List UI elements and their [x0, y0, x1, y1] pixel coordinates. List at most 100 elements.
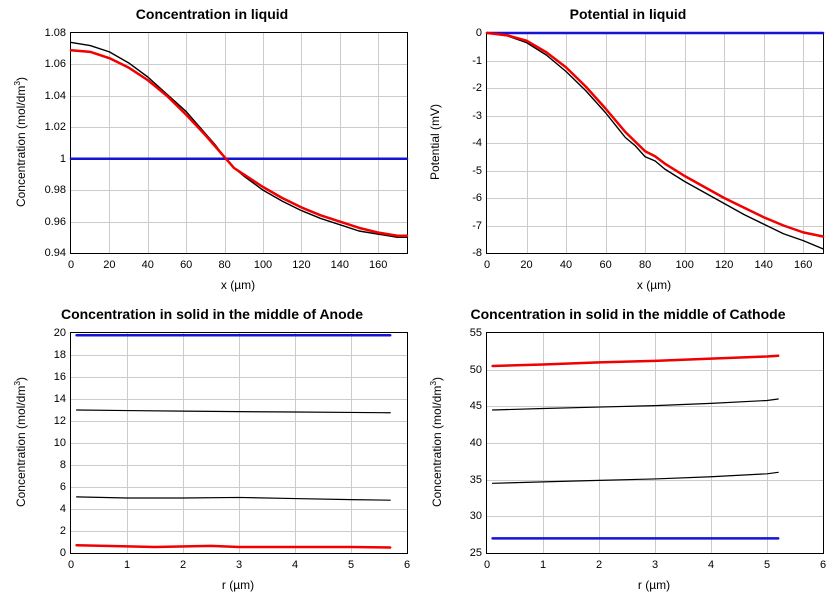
- x-tick-label: 120: [715, 259, 733, 271]
- x-tick-label: 4: [708, 559, 714, 571]
- y-tick-label: 6: [60, 481, 71, 493]
- y-tick-label: 18: [54, 349, 71, 361]
- y-tick-label: 8: [60, 459, 71, 471]
- x-tick-label: 40: [560, 259, 572, 271]
- chart-title: Potential in liquid: [424, 6, 832, 22]
- x-tick-label: 3: [652, 559, 658, 571]
- y-tick-label: 2: [60, 525, 71, 537]
- y-tick-label: 35: [470, 474, 487, 486]
- x-tick-label: 6: [820, 559, 826, 571]
- y-tick-label: 50: [470, 364, 487, 376]
- chart-grid: Concentration in liquid Concentration (mo…: [0, 0, 840, 600]
- y-tick-label: 0: [60, 547, 71, 559]
- y-tick-label: 1.04: [45, 90, 71, 102]
- panel-conc-liquid: Concentration in liquid Concentration (mo…: [8, 6, 416, 292]
- x-tick-label: 4: [292, 559, 298, 571]
- y-tick-label: -2: [472, 82, 487, 94]
- y-tick-label: -8: [472, 247, 487, 259]
- panel-potential-liquid: Potential in liquid Potential (mV) x (µm) 0…: [424, 6, 832, 292]
- x-tick-label: 80: [639, 259, 651, 271]
- x-tick-label: 1: [540, 559, 546, 571]
- y-tick-label: 55: [470, 327, 487, 339]
- y-tick-label: -4: [472, 137, 487, 149]
- y-tick-label: 0.98: [45, 184, 71, 196]
- series-layer: [71, 33, 407, 253]
- x-tick-label: 100: [254, 259, 272, 271]
- x-tick-label: 60: [599, 259, 611, 271]
- y-tick-label: 30: [470, 510, 487, 522]
- chart-title: Concentration in solid in the middle of …: [424, 306, 832, 322]
- x-tick-label: 2: [596, 559, 602, 571]
- y-tick-label: 16: [54, 371, 71, 383]
- x-tick-label: 0: [68, 259, 74, 271]
- x-tick-label: 5: [348, 559, 354, 571]
- series-line: [77, 410, 391, 413]
- y-tick-label: 14: [54, 393, 71, 405]
- series-layer: [487, 33, 823, 253]
- x-tick-label: 160: [369, 259, 387, 271]
- x-axis-label: x (µm): [486, 278, 822, 292]
- x-tick-label: 120: [292, 259, 310, 271]
- y-tick-label: 45: [470, 400, 487, 412]
- y-axis-label: Concentration (mol/dm3): [428, 377, 444, 507]
- x-tick-label: 40: [142, 259, 154, 271]
- y-tick-label: 1: [60, 153, 71, 165]
- x-tick-label: 2: [180, 559, 186, 571]
- series-line: [71, 50, 407, 235]
- y-tick-label: 0: [476, 27, 487, 39]
- plot-area: 020406080100120140160-8-7-6-5-4-3-2-10: [486, 32, 824, 254]
- x-tick-label: 140: [331, 259, 349, 271]
- series-layer: [487, 333, 823, 553]
- y-axis-label: Potential (mV): [428, 104, 442, 180]
- x-tick-label: 5: [764, 559, 770, 571]
- panel-conc-cathode: Concentration in solid in the middle of …: [424, 306, 832, 592]
- series-layer: [71, 333, 407, 553]
- chart-title: Concentration in solid in the middle of …: [8, 306, 416, 322]
- series-line: [493, 399, 779, 410]
- y-tick-label: 4: [60, 503, 71, 515]
- x-tick-label: 0: [68, 559, 74, 571]
- y-axis-label: Concentration (mol/dm3): [12, 377, 28, 507]
- x-tick-label: 160: [794, 259, 812, 271]
- y-tick-label: -1: [472, 55, 487, 67]
- y-tick-label: 1.06: [45, 58, 71, 70]
- y-tick-label: 10: [54, 437, 71, 449]
- y-tick-label: 1.02: [45, 121, 71, 133]
- plot-area: 0204060801001201401600.940.960.9811.021.…: [70, 32, 408, 254]
- x-tick-label: 20: [103, 259, 115, 271]
- x-tick-label: 0: [484, 559, 490, 571]
- y-tick-label: 1.08: [45, 27, 71, 39]
- x-tick-label: 1: [124, 559, 130, 571]
- series-line: [487, 33, 823, 237]
- series-line: [77, 545, 391, 547]
- x-tick-label: 60: [180, 259, 192, 271]
- x-axis-label: r (µm): [486, 578, 822, 592]
- y-tick-label: -7: [472, 220, 487, 232]
- plot-area: 012345602468101214161820: [70, 332, 408, 554]
- series-line: [493, 472, 779, 483]
- y-tick-label: 12: [54, 415, 71, 427]
- x-tick-label: 140: [755, 259, 773, 271]
- y-tick-label: 20: [54, 327, 71, 339]
- x-axis-label: x (µm): [70, 278, 406, 292]
- y-tick-label: 0.94: [45, 247, 71, 259]
- chart-title: Concentration in liquid: [8, 6, 416, 22]
- x-tick-label: 80: [218, 259, 230, 271]
- panel-conc-anode: Concentration in solid in the middle of …: [8, 306, 416, 592]
- y-tick-label: 25: [470, 547, 487, 559]
- x-tick-label: 100: [675, 259, 693, 271]
- series-line: [77, 497, 391, 500]
- y-tick-label: 40: [470, 437, 487, 449]
- series-line: [71, 42, 407, 237]
- y-tick-label: -6: [472, 192, 487, 204]
- y-tick-label: -3: [472, 110, 487, 122]
- x-tick-label: 20: [520, 259, 532, 271]
- x-tick-label: 0: [484, 259, 490, 271]
- x-tick-label: 6: [404, 559, 410, 571]
- series-line: [493, 356, 779, 366]
- y-tick-label: 0.96: [45, 216, 71, 228]
- y-tick-label: -5: [472, 165, 487, 177]
- series-line: [487, 33, 823, 249]
- y-axis-label: Concentration (mol/dm3): [12, 77, 28, 207]
- plot-area: 012345625303540455055: [486, 332, 824, 554]
